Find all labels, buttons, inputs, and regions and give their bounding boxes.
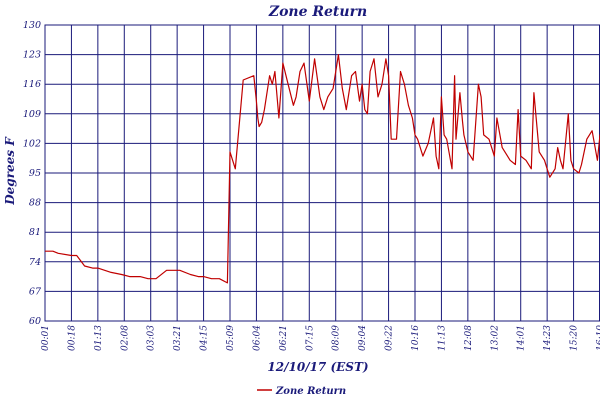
x-tick-label: 09:04 <box>358 325 368 351</box>
y-tick-label: 67 <box>29 286 42 297</box>
x-tick-label: 14:23 <box>543 325 553 351</box>
x-tick-label: 06:04 <box>252 325 262 351</box>
x-tick-label: 09:22 <box>385 325 395 351</box>
y-tick-label: 102 <box>23 138 41 149</box>
y-tick-label: 130 <box>23 20 41 31</box>
x-tick-label: 15:20 <box>570 325 580 351</box>
x-tick-label: 03:03 <box>147 325 157 351</box>
x-tick-label: 13:02 <box>490 325 500 351</box>
chart-title: Zone Return <box>268 4 367 20</box>
x-tick-label: 04:15 <box>200 325 210 351</box>
x-tick-label: 00:18 <box>67 325 77 351</box>
x-tick-label: 12:08 <box>464 325 474 351</box>
y-tick-label: 123 <box>23 50 41 61</box>
x-tick-label: 02:08 <box>120 325 130 351</box>
x-axis-label: 12/10/17 (EST) <box>267 360 368 374</box>
x-tick-label: 00:01 <box>41 325 51 351</box>
x-axis-ticks: 00:01 00:18 01:13 02:08 03:03 03:21 04:15 05:09… <box>41 325 600 351</box>
x-tick-label: 14:01 <box>517 325 527 351</box>
y-tick-label: 74 <box>29 257 41 268</box>
x-tick-label: 06:21 <box>279 325 289 351</box>
chart-grid <box>44 24 600 322</box>
y-tick-label: 88 <box>29 198 41 209</box>
y-tick-label: 116 <box>23 79 41 90</box>
y-axis-label: Degrees F <box>3 136 17 206</box>
x-tick-label: 07:15 <box>305 325 315 351</box>
x-tick-label: 03:21 <box>173 325 183 351</box>
x-tick-label: 08:09 <box>332 325 342 351</box>
series-line-0 <box>45 53 600 284</box>
x-tick-label: 11:13 <box>437 325 447 351</box>
y-tick-label: 60 <box>29 316 41 327</box>
y-axis-ticks: 60 67 74 81 88 95 102 109 116 123 130 <box>23 20 42 327</box>
legend-label: Zone Return <box>275 386 346 397</box>
x-tick-label: 05:09 <box>226 325 236 351</box>
x-tick-label: 10:16 <box>411 325 421 351</box>
x-tick-label: 16:10 <box>596 325 600 351</box>
series-group <box>45 53 600 284</box>
x-tick-label: 01:13 <box>94 325 104 351</box>
y-tick-label: 95 <box>29 168 41 179</box>
legend: Zone Return <box>257 386 346 397</box>
y-tick-label: 81 <box>29 227 41 238</box>
y-tick-label: 109 <box>23 109 41 120</box>
